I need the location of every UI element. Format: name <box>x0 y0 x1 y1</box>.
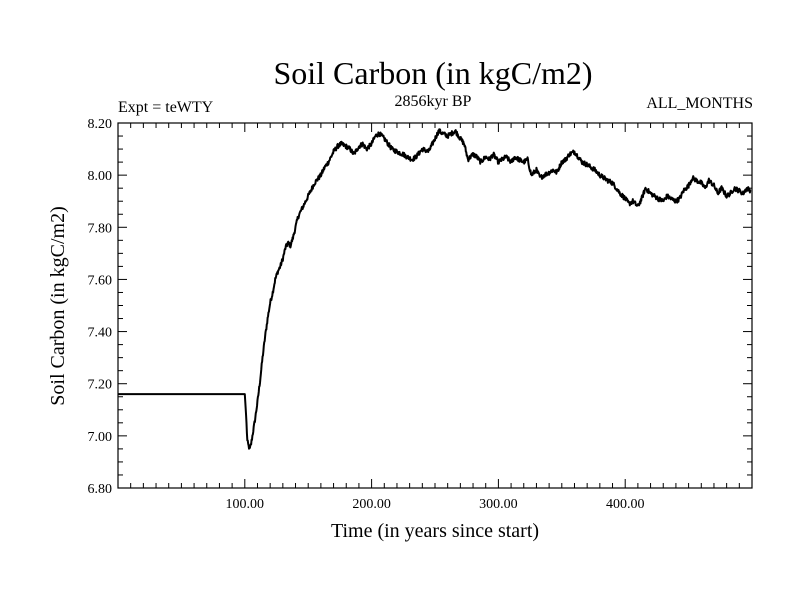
y-tick-label: 6.80 <box>88 482 113 497</box>
axis-ticks <box>118 123 752 488</box>
y-axis-label: Soil Carbon (in kgC/m2) <box>47 206 69 405</box>
months-label: ALL_MONTHS <box>646 95 753 112</box>
y-tick-label: 7.80 <box>88 221 113 236</box>
x-axis-label: Time (in years since start) <box>331 520 539 542</box>
chart-title: Soil Carbon (in kgC/m2) <box>273 55 592 91</box>
y-tick-label: 7.00 <box>88 430 113 445</box>
x-tick-label: 200.00 <box>352 497 391 512</box>
chart-subtitle: 2856kyr BP <box>395 93 472 110</box>
y-tick-label: 8.20 <box>88 117 113 132</box>
y-tick-labels: 6.80 7.00 7.20 7.40 7.60 7.80 8.00 8.20 <box>88 117 113 497</box>
y-tick-label: 7.20 <box>88 378 113 393</box>
x-tick-label: 300.00 <box>479 497 518 512</box>
x-tick-labels: 100.00 200.00 300.00 400.00 <box>226 497 645 512</box>
y-tick-label: 7.40 <box>88 326 113 341</box>
soil-carbon-series-line <box>118 128 752 450</box>
x-tick-label: 100.00 <box>226 497 265 512</box>
plot-frame <box>117 122 753 489</box>
y-tick-label: 7.60 <box>88 273 113 288</box>
y-tick-label: 8.00 <box>88 169 113 184</box>
experiment-label: Expt = teWTY <box>118 99 214 116</box>
x-tick-label: 400.00 <box>606 497 645 512</box>
